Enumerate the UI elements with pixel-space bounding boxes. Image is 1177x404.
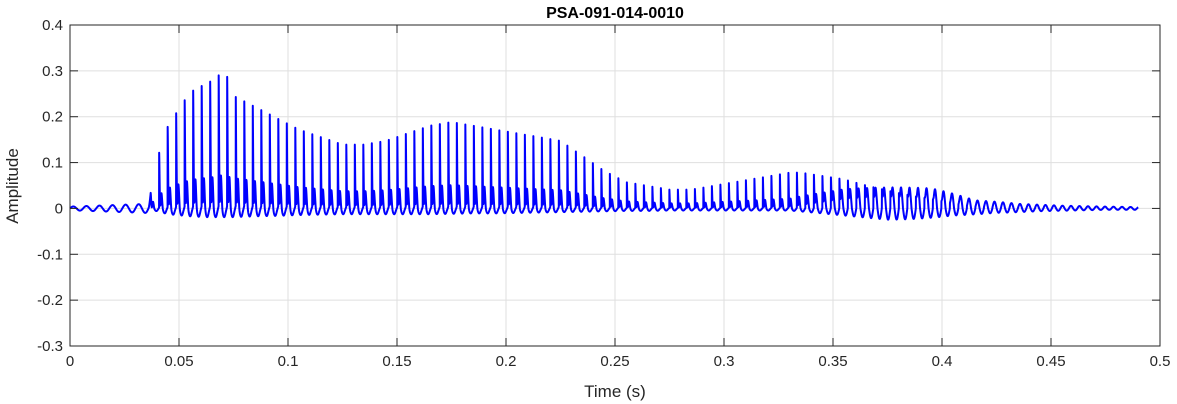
y-tick-label: 0 [55, 200, 63, 217]
x-axis-title: Time (s) [584, 382, 646, 401]
grid [70, 25, 1160, 346]
y-tick-label: -0.3 [37, 338, 63, 355]
plot-area [69, 74, 1140, 221]
y-tick-labels: -0.3 -0.2 -0.1 0 0.1 0.2 0.3 0.4 [37, 17, 63, 355]
x-tick-label: 0.4 [932, 353, 953, 370]
y-axis-title: Amplitude [3, 148, 22, 224]
x-tick-label: 0.05 [164, 353, 193, 370]
y-tick-label: 0.3 [42, 63, 63, 80]
y-tick-label: -0.2 [37, 292, 63, 309]
y-tick-label: 0.1 [42, 155, 63, 172]
chart-title: PSA-091-014-0010 [546, 5, 684, 22]
x-tick-label: 0.2 [496, 353, 517, 370]
y-tick-label: 0.2 [42, 109, 63, 126]
x-tick-label: 0.25 [600, 353, 629, 370]
x-tick-label: 0.35 [818, 353, 847, 370]
x-tick-label: 0.45 [1036, 353, 1065, 370]
waveform-series-line [69, 74, 1140, 221]
x-tick-label: 0 [66, 353, 74, 370]
y-tick-label: -0.1 [37, 246, 63, 263]
x-tick-label: 0.3 [714, 353, 735, 370]
x-tick-label: 0.5 [1150, 353, 1171, 370]
x-tick-labels: 0 0.05 0.1 0.15 0.2 0.25 0.3 0.35 0.4 0.45 0.5 [66, 353, 1171, 370]
y-tick-label: 0.4 [42, 17, 63, 34]
x-tick-label: 0.15 [382, 353, 411, 370]
axis-ticks [69, 24, 1161, 347]
x-tick-label: 0.1 [278, 353, 299, 370]
